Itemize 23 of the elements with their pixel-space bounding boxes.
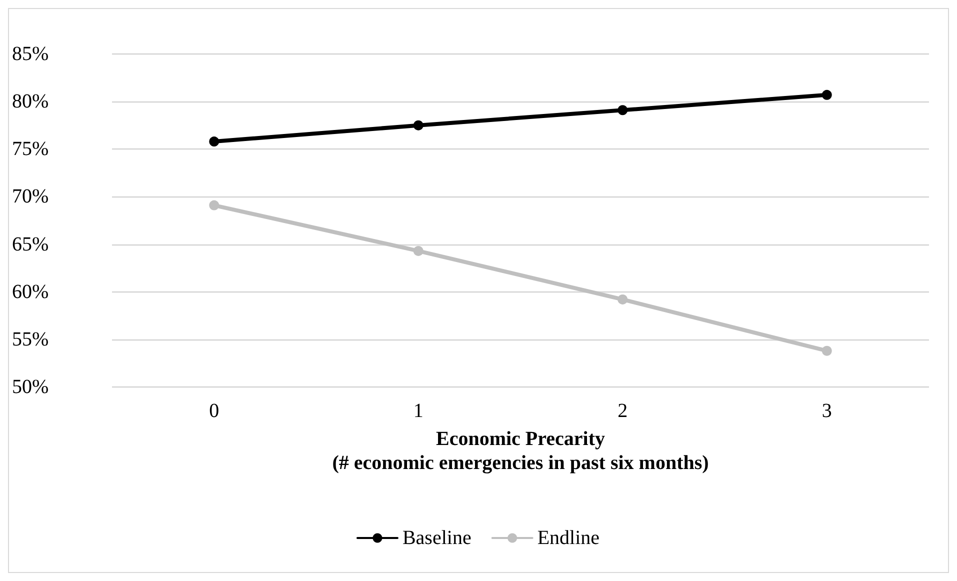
y-tick-label: 50% xyxy=(12,376,49,398)
point xyxy=(618,294,628,304)
legend-label: Endline xyxy=(537,527,600,549)
y-tick-label: 80% xyxy=(12,90,49,113)
x-tick-label: 2 xyxy=(618,400,628,422)
point xyxy=(209,136,220,147)
y-tick-label: 85% xyxy=(12,43,49,65)
x-tick-label: 0 xyxy=(209,400,220,422)
point xyxy=(822,90,832,100)
y-tick-label: 70% xyxy=(12,186,49,208)
point xyxy=(413,246,424,256)
point xyxy=(209,200,220,210)
legend-label: Baseline xyxy=(402,527,472,549)
y-tick-label: 60% xyxy=(12,280,49,303)
y-tick-label: 75% xyxy=(12,138,49,160)
x-tick-label: 1 xyxy=(413,400,424,422)
y-tick-label: 65% xyxy=(12,233,49,256)
point xyxy=(413,120,424,130)
y-tick-label: 55% xyxy=(12,328,49,350)
x-axis-title: Economic Precarity (# economic emergencies in past six months) xyxy=(332,428,709,474)
point xyxy=(822,346,832,356)
x-tick-label: 3 xyxy=(822,400,832,422)
point xyxy=(618,105,628,116)
